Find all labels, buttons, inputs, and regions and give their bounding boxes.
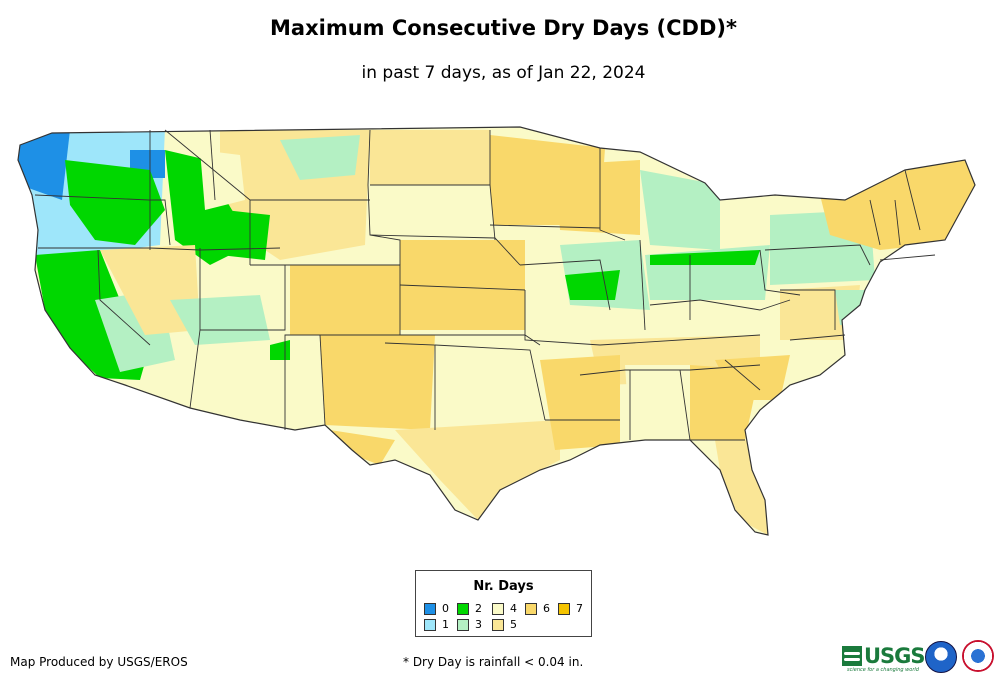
legend-label-1: 1 xyxy=(442,618,449,631)
footnote-text: * Dry Day is rainfall < 0.04 in. xyxy=(403,655,584,669)
legend-swatch-0 xyxy=(424,603,436,615)
legend-label-0: 0 xyxy=(442,602,449,615)
legend-swatch-1 xyxy=(424,619,436,631)
cdd-map xyxy=(17,126,976,536)
legend: Nr. Days 0 2 4 6 7 1 3 5 xyxy=(415,570,592,637)
usgs-logo-text: USGS xyxy=(864,644,926,668)
legend-swatch-7 xyxy=(558,603,570,615)
usgs-logo-icon: USGS xyxy=(842,642,926,670)
nws-logo-icon xyxy=(962,640,994,672)
legend-label-6: 6 xyxy=(543,602,550,615)
legend-label-4: 4 xyxy=(510,602,517,615)
usgs-mark-icon xyxy=(842,646,862,666)
usgs-tagline: science for a changing world xyxy=(847,667,919,673)
legend-swatch-6 xyxy=(525,603,537,615)
legend-swatch-2 xyxy=(457,603,469,615)
legend-swatch-3 xyxy=(457,619,469,631)
legend-swatch-4 xyxy=(492,603,504,615)
credit-text: Map Produced by USGS/EROS xyxy=(10,655,188,669)
noaa-logo-icon xyxy=(925,641,957,673)
legend-title: Nr. Days xyxy=(473,579,534,594)
legend-label-7: 7 xyxy=(576,602,583,615)
legend-label-5: 5 xyxy=(510,618,517,631)
state-borders xyxy=(17,126,976,536)
map-title: Maximum Consecutive Dry Days (CDD)* xyxy=(270,16,737,40)
map-subtitle: in past 7 days, as of Jan 22, 2024 xyxy=(361,63,646,83)
legend-swatch-5 xyxy=(492,619,504,631)
legend-label-3: 3 xyxy=(475,618,482,631)
legend-label-2: 2 xyxy=(475,602,482,615)
